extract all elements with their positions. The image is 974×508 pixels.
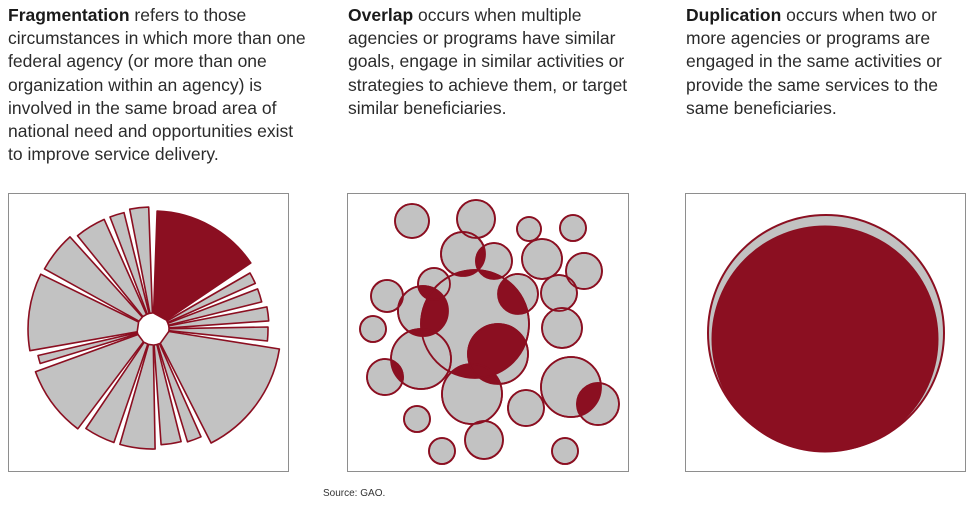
bubble-outline (428, 437, 456, 465)
pie-wedge (156, 342, 202, 443)
overlap-description: Overlap occurs when multiple agencies or… (348, 4, 638, 120)
bubble-outline (497, 273, 539, 315)
pie-wedge-highlight (152, 210, 252, 321)
duplication-description: Duplication occurs when two or more agen… (686, 4, 971, 120)
pie-wedge (167, 306, 270, 329)
bubble-outline (441, 363, 503, 425)
duplication-illustration (685, 193, 966, 472)
bubble-outline (551, 437, 579, 465)
exploded-pie-graphic (27, 206, 281, 450)
pie-wedge (27, 273, 140, 352)
pie-wedge (34, 333, 145, 430)
bubble-outline (576, 382, 620, 426)
pie-wedge (166, 272, 257, 324)
overlap-region (468, 364, 502, 384)
bubble-outline (394, 203, 430, 239)
bubble-outline (475, 242, 513, 280)
bubble-outline (420, 269, 530, 379)
duplication-definition: occurs when two or more agencies or prog… (686, 5, 942, 118)
bubble-outline (467, 323, 529, 385)
bubble-outline (464, 420, 504, 460)
pie-wedge (85, 341, 149, 444)
bubble-outline (456, 199, 496, 239)
bubble-outline (540, 356, 602, 418)
bubble-outline (359, 315, 387, 343)
bubble-outline (540, 274, 578, 312)
pie-wedge (37, 331, 139, 365)
overlapping-circles-graphic (359, 199, 620, 465)
pie-wedge (119, 343, 156, 450)
pie-wedge (168, 326, 269, 342)
duplicate-circles-graphic (707, 214, 945, 453)
overlap-illustration (347, 193, 629, 472)
pie-wedge (159, 330, 281, 444)
bubble-outline (565, 252, 603, 290)
bubble-outline (403, 405, 431, 433)
pie-wedge (153, 343, 182, 446)
pie-wedge (76, 218, 148, 318)
fragmentation-illustration (8, 193, 289, 472)
bubble-outline (559, 214, 587, 242)
pie-wedge (128, 206, 154, 315)
pie-wedge (167, 288, 263, 326)
overlap-term: Overlap (348, 5, 414, 25)
fragmentation-definition: refers to those circumstances in which m… (8, 5, 306, 165)
bubble-outline (507, 389, 545, 427)
bubble-outline (541, 307, 583, 349)
bubble-outline (440, 231, 486, 277)
bubble-outline (390, 328, 452, 390)
bubble-outline (516, 216, 542, 242)
bubble-outline (366, 358, 404, 396)
bubble-outline (417, 267, 451, 301)
fragmentation-term: Fragmentation (8, 5, 130, 25)
bubble-outline (521, 238, 563, 280)
overlap-definition: occurs when multiple agencies or program… (348, 5, 628, 118)
pie-wedge (43, 236, 144, 322)
circle-front (711, 225, 939, 453)
source-note: Source: GAO. (323, 488, 386, 499)
pie-wedge (109, 211, 150, 315)
fragmentation-description: Fragmentation refers to those circumstan… (8, 4, 308, 166)
duplication-term: Duplication (686, 5, 782, 25)
